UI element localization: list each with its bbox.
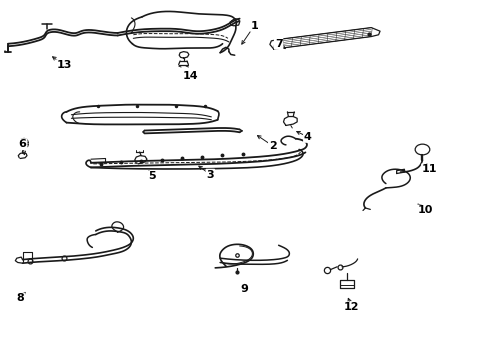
Text: 13: 13: [56, 60, 72, 70]
Text: 7: 7: [274, 39, 282, 49]
Text: 14: 14: [183, 71, 198, 81]
Text: 5: 5: [148, 171, 155, 181]
Text: 12: 12: [344, 302, 359, 312]
Text: 4: 4: [304, 132, 311, 142]
Text: 3: 3: [206, 170, 214, 180]
Text: 9: 9: [240, 284, 248, 294]
Text: 1: 1: [250, 21, 258, 31]
Text: 11: 11: [421, 164, 437, 174]
Text: 10: 10: [416, 206, 432, 216]
Text: 8: 8: [16, 293, 24, 303]
Text: 6: 6: [19, 139, 26, 149]
Text: 2: 2: [268, 141, 276, 151]
